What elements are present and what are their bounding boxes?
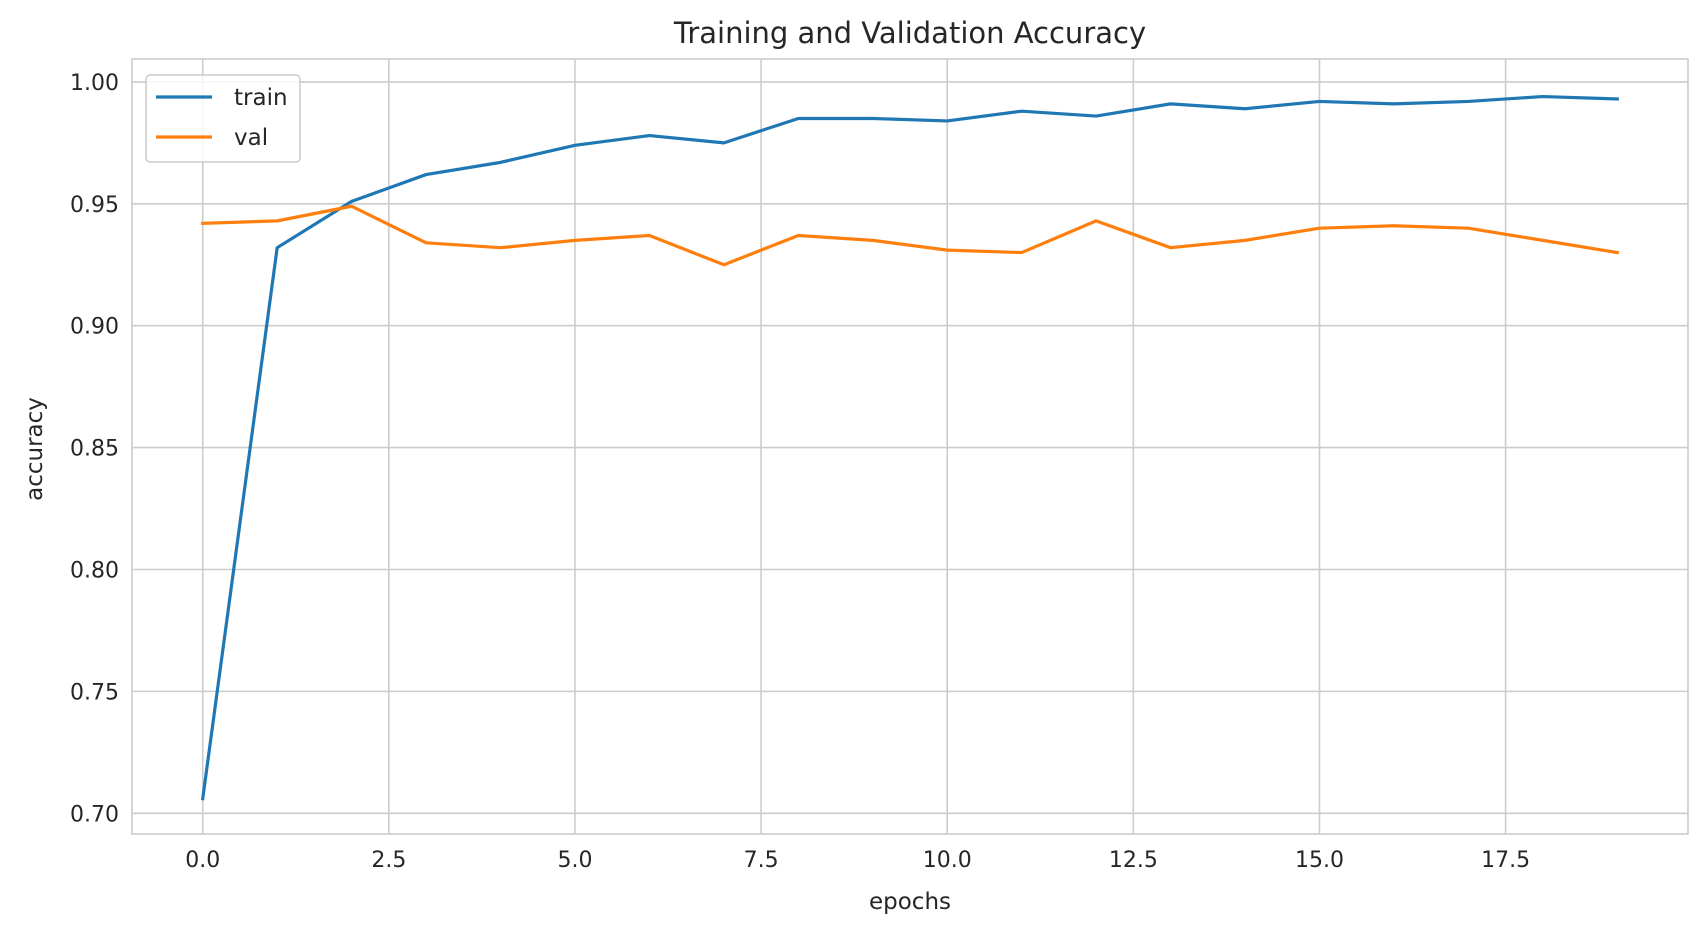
y-tick-label: 0.75 [70,680,119,705]
x-tick-label: 10.0 [923,848,972,873]
y-axis-ticks: 0.70 0.75 0.80 0.85 0.90 0.95 1.00 [70,71,119,827]
y-axis-label: accuracy [22,397,48,501]
legend-label-train: train [234,85,288,111]
x-tick-label: 15.0 [1295,848,1344,873]
y-tick-label: 0.80 [70,558,119,583]
x-tick-label: 0.0 [185,848,220,873]
y-tick-label: 0.90 [70,315,119,340]
series-line-train [200,94,1619,801]
x-axis-label: epochs [869,889,951,915]
x-tick-label: 2.5 [371,848,406,873]
y-tick-label: 1.00 [70,71,119,96]
y-tick-label: 0.70 [70,802,119,827]
y-tick-label: 0.95 [70,193,119,218]
chart-title: Training and Validation Accuracy [673,16,1146,50]
y-tick-label: 0.85 [70,437,119,462]
series-lines [200,94,1620,801]
grid [132,59,1688,834]
x-tick-label: 17.5 [1481,848,1530,873]
legend: train val [145,74,301,163]
x-tick-label: 12.5 [1109,848,1158,873]
plot-area-frame [131,58,1689,835]
series-line-val [201,204,1620,267]
x-tick-label: 7.5 [744,848,779,873]
x-tick-label: 5.0 [557,848,592,873]
x-axis-ticks: 0.0 2.5 5.0 7.5 10.0 12.5 15.0 17.5 [185,848,1530,873]
legend-label-val: val [234,125,268,151]
